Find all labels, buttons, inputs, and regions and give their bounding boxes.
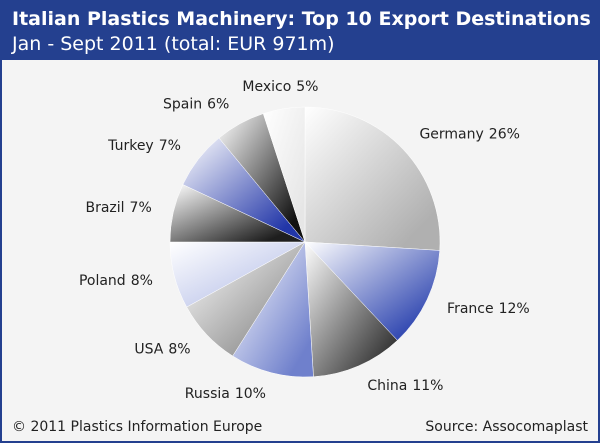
pie-slice <box>304 106 441 251</box>
slice-value-label: 7% <box>130 200 152 216</box>
pie-slice <box>262 106 306 243</box>
slice-category: Mexico <box>242 79 291 95</box>
slice-value-label: 5% <box>296 79 318 95</box>
footer-left: © 2011 Plastics Information Europe <box>12 419 263 435</box>
chart-subtitle: Jan - Sept 2011 (total: EUR 971m) <box>12 33 335 55</box>
slice-value-label: 7% <box>159 138 181 154</box>
plot: Germany 26% France 12% China 11% Russia 10% USA 8… <box>79 79 530 402</box>
slice-label: China 11% <box>367 378 443 394</box>
slice-category: Brazil <box>85 200 124 216</box>
slice-value-label: 26% <box>489 127 520 143</box>
slice-label: USA 8% <box>134 341 190 357</box>
pie-slice <box>304 241 440 341</box>
slice-value-label: 8% <box>168 341 190 357</box>
slice-category: Turkey <box>107 138 154 154</box>
footer-right: Source: Assocomaplast <box>425 419 588 435</box>
chart-title: Italian Plastics Machinery: Top 10 Expor… <box>12 8 591 30</box>
slice-label: Russia 10% <box>185 386 266 402</box>
slice-category: China <box>367 378 407 394</box>
slice-label: France 12% <box>447 301 530 317</box>
slice-label: Turkey 7% <box>107 138 181 154</box>
slice-category: Spain <box>163 96 202 112</box>
slice-label: Mexico 5% <box>242 79 318 95</box>
slice-value-label: 8% <box>131 273 153 289</box>
slice-value-label: 12% <box>499 301 530 317</box>
slice-value-label: 10% <box>235 386 266 402</box>
header: Italian Plastics Machinery: Top 10 Expor… <box>2 2 598 60</box>
slice-value-label: 11% <box>412 378 443 394</box>
slice-category: Russia <box>185 386 230 402</box>
slice-label: Brazil 7% <box>85 200 151 216</box>
slice-label: Spain 6% <box>163 96 229 112</box>
pie-slice <box>232 241 314 378</box>
slice-label: Germany 26% <box>419 127 519 143</box>
slice-category: France <box>447 301 494 317</box>
pie-slice <box>304 241 398 377</box>
slice-label: Poland 8% <box>79 273 153 289</box>
slice-category: Germany <box>419 127 483 143</box>
slice-category: Poland <box>79 273 126 289</box>
slice-value-label: 6% <box>207 96 229 112</box>
slice-category: USA <box>134 341 163 357</box>
